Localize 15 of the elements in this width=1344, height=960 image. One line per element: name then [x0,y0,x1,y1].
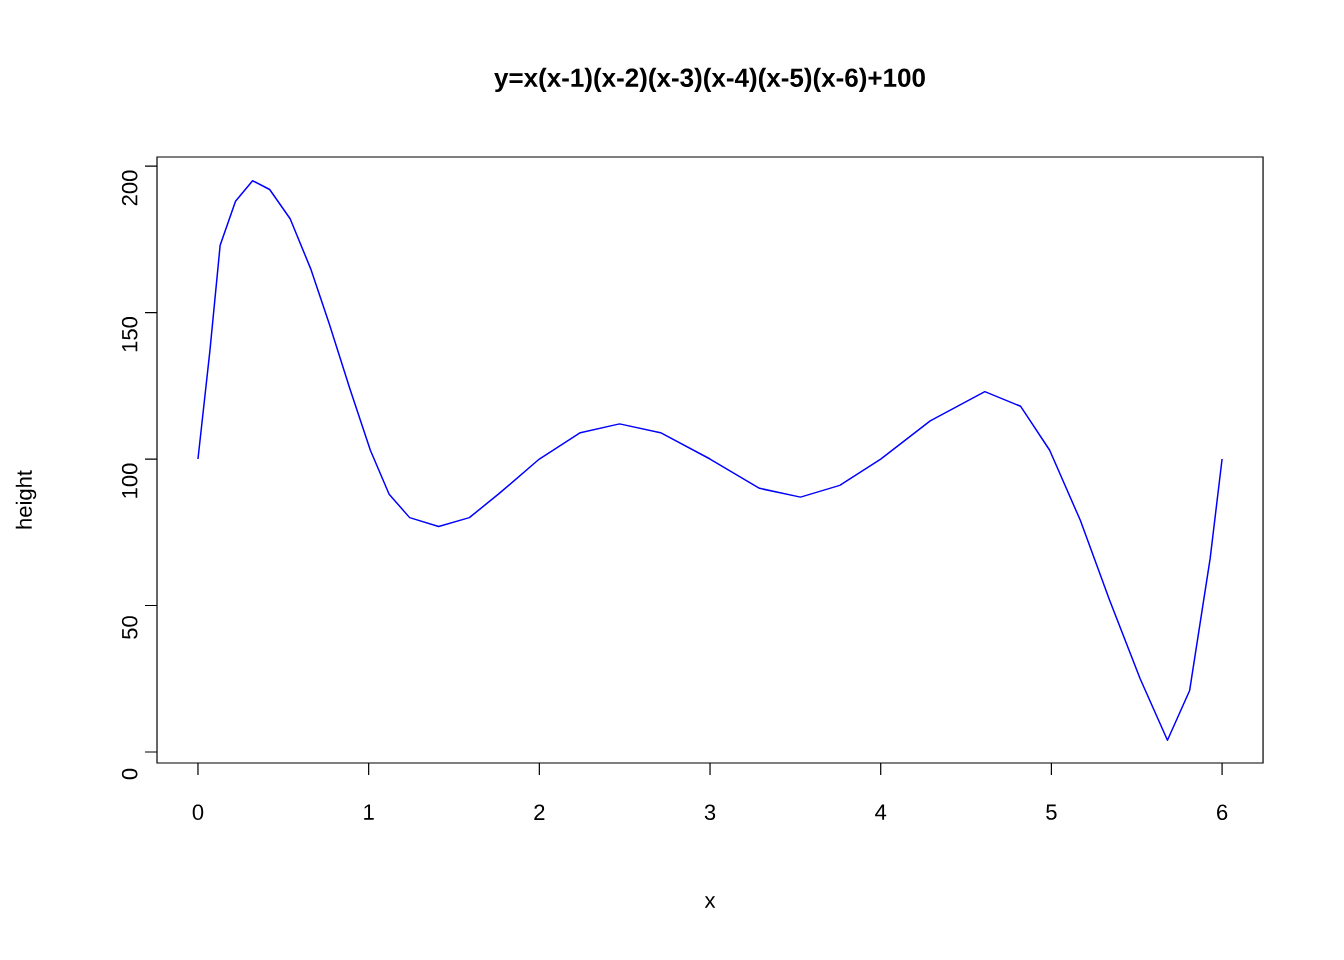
x-axis-title: x [704,896,716,908]
x-tick-label: 5 [1046,804,1057,820]
x-tick-label: 1 [364,804,374,820]
y-axis-title: height [15,470,37,529]
y-tick-label: 150 [121,317,138,352]
y-tick-label: 100 [121,463,138,498]
x-tick-label: 6 [1217,804,1228,821]
y-tick-label: 0 [121,768,138,780]
y-tick-label: 50 [121,616,138,639]
x-tick-label: 3 [704,804,716,821]
x-tick-label: 4 [875,804,887,820]
x-tick-label: 2 [534,804,545,820]
y-tick-label: 200 [121,170,138,206]
x-tick-label: 0 [192,804,204,821]
chart-title: y=x(x-1)(x-2)(x-3)(x-4)(x-5)(x-6)+100 [494,67,925,93]
